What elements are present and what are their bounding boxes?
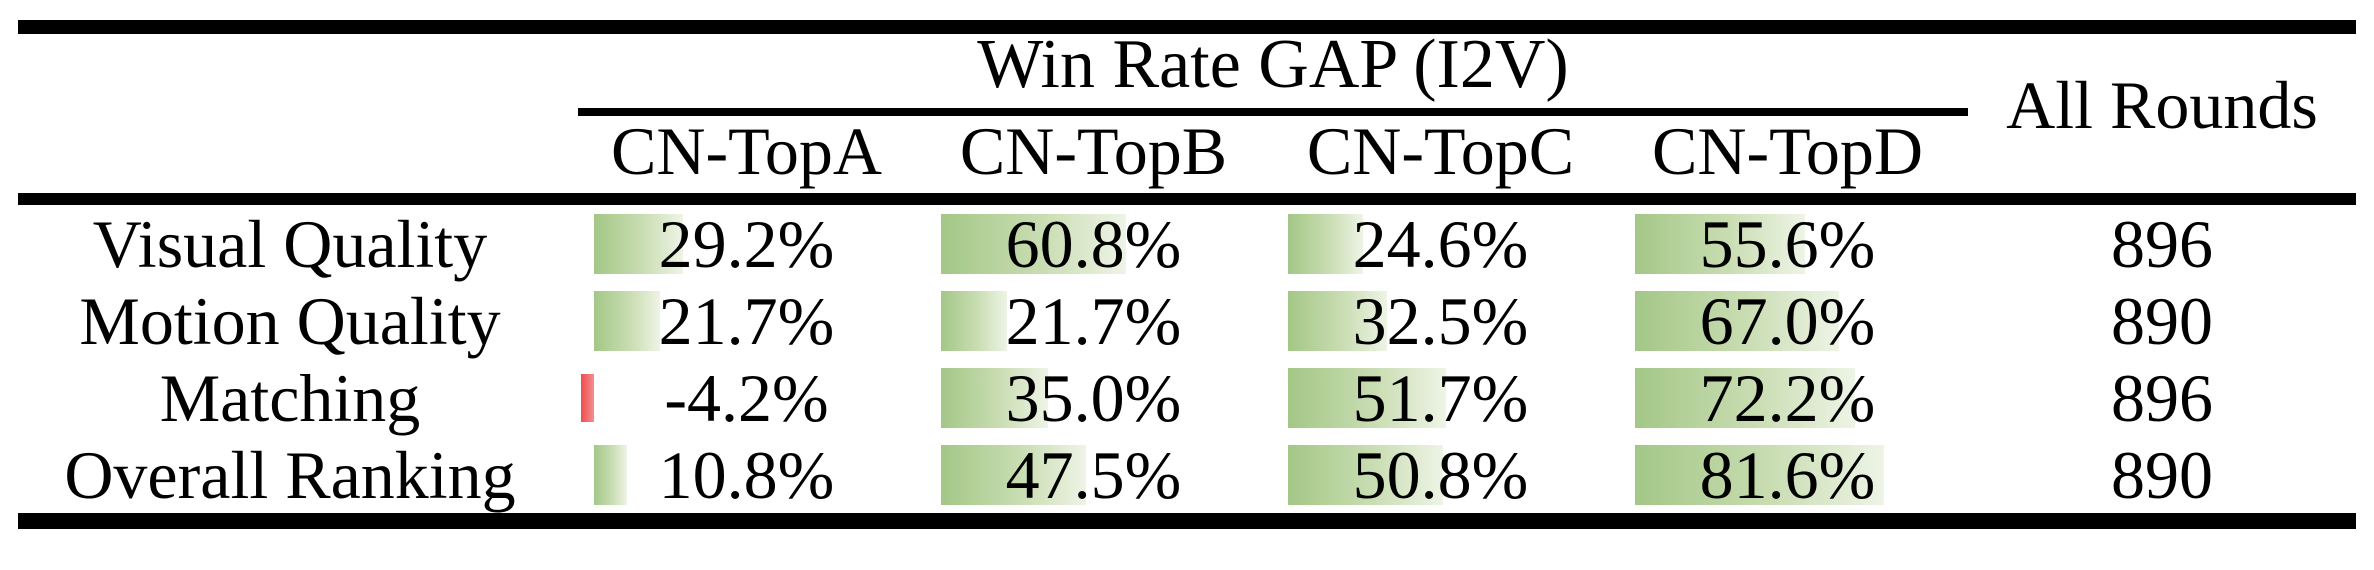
data-cell: 81.6%: [1635, 436, 1940, 513]
header-separator-rule: [18, 193, 2356, 205]
data-cell: 32.5%: [1288, 282, 1593, 359]
all-rounds-cell: 890: [2111, 282, 2213, 359]
data-cell: 47.5%: [941, 436, 1246, 513]
data-cell: 24.6%: [1288, 205, 1593, 282]
cell-value: 50.8%: [1352, 436, 1529, 513]
row-label: Visual Quality: [92, 205, 488, 282]
positive-data-bar: [594, 213, 684, 274]
data-cell: 35.0%: [941, 359, 1246, 436]
group-header-win-rate-gap: Win Rate GAP (I2V): [977, 26, 1569, 103]
cell-value: 35.0%: [1005, 359, 1182, 436]
positive-data-bar: [1288, 290, 1388, 351]
column-header-cn-topc: CN-TopC: [1306, 113, 1575, 189]
cell-value: 67.0%: [1699, 282, 1876, 359]
row-label: Motion Quality: [79, 282, 501, 359]
row-label: Matching: [159, 359, 421, 436]
cell-value: -4.2%: [664, 359, 829, 436]
all-rounds-cell: 896: [2111, 359, 2213, 436]
positive-data-bar: [941, 290, 1008, 351]
positive-data-bar: [1635, 444, 1884, 505]
cell-value: 24.6%: [1352, 205, 1529, 282]
positive-data-bar: [1635, 367, 1856, 428]
positive-data-bar: [1635, 213, 1805, 274]
positive-data-bar: [941, 213, 1127, 274]
data-cell: 51.7%: [1288, 359, 1593, 436]
cell-value: 32.5%: [1352, 282, 1529, 359]
data-cell: 67.0%: [1635, 282, 1940, 359]
positive-data-bar: [1288, 444, 1443, 505]
data-cell: 60.8%: [941, 205, 1246, 282]
cell-value: 10.8%: [658, 436, 835, 513]
cell-value: 51.7%: [1352, 359, 1529, 436]
all-rounds-cell: 896: [2111, 205, 2213, 282]
cell-value: 60.8%: [1005, 205, 1182, 282]
cell-value: 72.2%: [1699, 359, 1876, 436]
row-label: Overall Ranking: [64, 436, 516, 513]
positive-data-bar: [1635, 290, 1840, 351]
cell-value: 29.2%: [658, 205, 835, 282]
table-bottom-rule: [18, 513, 2356, 529]
data-cell: 55.6%: [1635, 205, 1940, 282]
positive-data-bar: [941, 444, 1086, 505]
positive-data-bar: [594, 444, 627, 505]
cell-value: 47.5%: [1005, 436, 1182, 513]
positive-data-bar: [1288, 367, 1446, 428]
cell-value: 81.6%: [1699, 436, 1876, 513]
positive-data-bar: [941, 367, 1048, 428]
column-header-cn-topa: CN-TopA: [610, 113, 882, 189]
data-cell: 10.8%: [594, 436, 899, 513]
data-cell: 50.8%: [1288, 436, 1593, 513]
data-cell: -4.2%: [581, 359, 899, 436]
cell-value: 21.7%: [658, 282, 835, 359]
data-cell: 21.7%: [941, 282, 1246, 359]
data-cell: 29.2%: [594, 205, 899, 282]
cell-value: 55.6%: [1699, 205, 1876, 282]
negative-data-bar: [581, 373, 594, 422]
all-rounds-cell: 890: [2111, 436, 2213, 513]
data-cell: 72.2%: [1635, 359, 1940, 436]
cell-value: 21.7%: [1005, 282, 1182, 359]
positive-data-bar: [1288, 213, 1364, 274]
data-cell: 21.7%: [594, 282, 899, 359]
column-header-cn-topb: CN-TopB: [959, 113, 1228, 189]
column-header-cn-topd: CN-TopD: [1651, 113, 1923, 189]
table-top-rule: [18, 20, 2356, 34]
column-header-all-rounds: All Rounds: [2006, 67, 2318, 143]
positive-data-bar: [594, 290, 661, 351]
group-header-underline-rule: [578, 108, 1968, 116]
